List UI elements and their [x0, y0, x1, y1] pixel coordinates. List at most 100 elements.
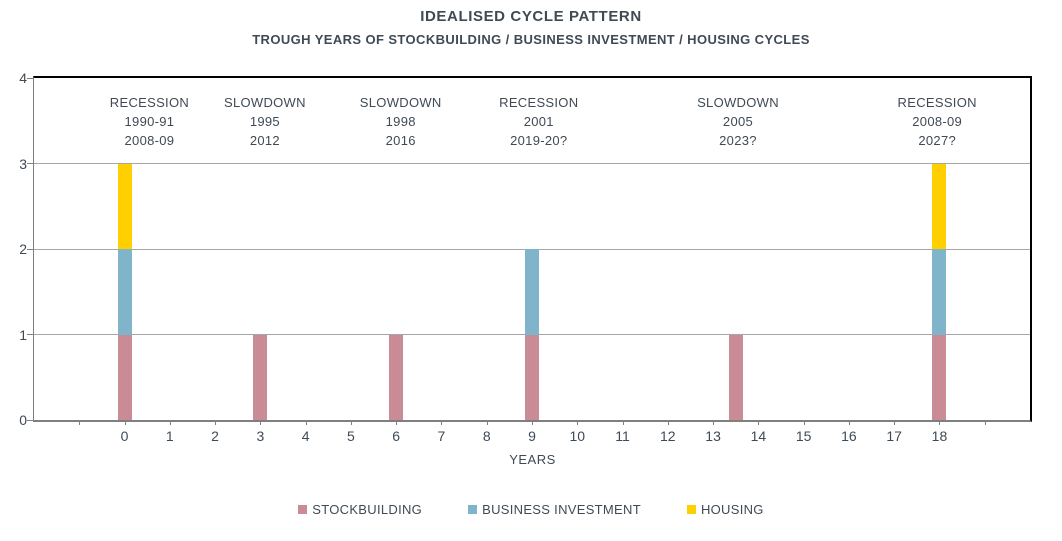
annotation-line: 1995 [249, 114, 280, 129]
annotation-line: RECESSION [109, 95, 190, 110]
legend-label: BUSINESS INVESTMENT [482, 502, 641, 517]
x-tick-label: 2 [211, 428, 219, 444]
legend-item-stockbuilding: STOCKBUILDING [298, 502, 422, 517]
legend-item-business-investment: BUSINESS INVESTMENT [468, 502, 641, 517]
annotation-line: 2008-09 [124, 133, 175, 148]
x-tick [169, 420, 171, 425]
x-tick [441, 420, 443, 425]
x-tick-label: 16 [841, 428, 857, 444]
x-tick [622, 420, 624, 425]
annotation-line: 2005 [722, 114, 754, 129]
x-tick-label: 6 [392, 428, 401, 444]
x-axis-title: YEARS [509, 452, 556, 467]
annotation-line: 2012 [249, 133, 280, 148]
annotation-line: SLOWDOWN [223, 95, 306, 110]
bar-segment-stockbuilding [525, 334, 539, 420]
annotation: SLOWDOWN 1998 2016 [316, 93, 486, 150]
x-tick-label: 14 [750, 428, 767, 444]
x-tick-label: 10 [569, 428, 586, 444]
bar-segment-stockbuilding [117, 334, 132, 420]
bar-segment-stockbuilding [728, 334, 743, 420]
annotation-line: SLOWDOWN [697, 95, 779, 110]
housing-swatch-icon [686, 505, 696, 514]
legend-label: HOUSING [700, 502, 764, 517]
annotation-line: 1990-91 [124, 114, 175, 129]
annotation: SLOWDOWN 1995 2012 [180, 93, 350, 150]
bar-segment-housing [117, 163, 132, 249]
annotation-line: 2001 [523, 114, 554, 129]
plot-area: RECESSION 1990-91 2008-09 SLOWDOWN 1995 2012 S… [19, 70, 1032, 444]
x-tick-label: 5 [347, 428, 355, 444]
annotation-line: 2019-20? [510, 133, 568, 148]
x-tick [984, 420, 986, 425]
x-tick [758, 420, 760, 425]
chart-title: IDEALISED CYCLE PATTERN [420, 8, 642, 25]
x-tick-label: 3 [256, 428, 265, 444]
annotation-line: 2008-09 [912, 114, 963, 129]
x-tick [667, 420, 669, 425]
y-tick [27, 163, 33, 164]
x-tick-label: 18 [931, 428, 948, 444]
annotation: SLOWDOWN 2005 2023? [653, 93, 823, 150]
annotation-line: RECESSION [897, 95, 977, 110]
y-tick [27, 77, 33, 79]
x-tick-label: 17 [886, 428, 902, 444]
x-tick [848, 420, 850, 425]
legend-item-housing: HOUSING [686, 502, 764, 517]
x-tick [305, 420, 307, 425]
x-tick [894, 420, 896, 425]
x-tick [577, 420, 579, 425]
bar-segment-stockbuilding [389, 334, 404, 420]
x-tick [260, 420, 262, 425]
x-tick [124, 420, 126, 425]
x-tick [215, 420, 217, 425]
bar-segment-stockbuilding [932, 334, 947, 420]
x-tick [939, 420, 941, 425]
y-tick-label: 1 [19, 326, 27, 343]
y-tick [27, 419, 33, 421]
chart-subtitle: TROUGH YEARS OF STOCKBUILDING / BUSINESS… [252, 32, 810, 47]
annotation: RECESSION 2001 2019-20? [454, 93, 624, 150]
bar-segment-business-investment [525, 249, 539, 335]
x-tick-label: 12 [660, 428, 676, 444]
annotation-line: 1998 [385, 114, 416, 129]
bar-segment-housing [932, 163, 947, 249]
x-tick [79, 420, 81, 425]
y-tick [27, 334, 33, 335]
annotation-line: RECESSION [499, 95, 579, 110]
annotation: RECESSION 2008-09 2027? [852, 93, 1022, 150]
x-tick-label: 13 [705, 428, 721, 444]
x-tick-label: 0 [120, 428, 129, 444]
x-tick [350, 420, 352, 425]
x-tick [713, 420, 715, 425]
bar-segment-stockbuilding [253, 334, 268, 420]
x-tick [396, 420, 398, 425]
x-tick [532, 420, 533, 425]
annotation-line: 2016 [385, 133, 416, 148]
y-tick-label: 3 [19, 155, 27, 172]
annotation-line: 2023? [719, 133, 757, 148]
x-tick-label: 4 [301, 428, 310, 444]
y-tick [27, 248, 33, 250]
x-tick-label: 11 [615, 428, 630, 444]
x-tick-label: 1 [165, 428, 174, 444]
bar-segment-business-investment [932, 249, 947, 335]
x-tick-label: 7 [437, 428, 446, 444]
x-tick [486, 420, 488, 425]
legend-label: STOCKBUILDING [312, 502, 423, 517]
y-tick-label: 4 [19, 70, 27, 86]
x-tick-label: 8 [482, 428, 491, 444]
stockbuilding-swatch-icon [298, 505, 308, 514]
x-tick-label: 9 [528, 428, 536, 444]
x-tick-label: 15 [795, 428, 812, 444]
annotation-line: SLOWDOWN [359, 95, 442, 110]
annotation-line: 2027? [918, 133, 957, 148]
business-investment-swatch-icon [468, 505, 478, 514]
y-tick-label: 0 [19, 412, 27, 428]
annotation: RECESSION 1990-91 2008-09 [64, 93, 234, 150]
y-tick-label: 2 [19, 241, 27, 257]
gridline [34, 163, 1030, 164]
bar-segment-business-investment [117, 249, 132, 335]
legend: STOCKBUILDING BUSINESS INVESTMENT HOUSIN… [0, 502, 1062, 517]
x-tick [803, 420, 805, 425]
